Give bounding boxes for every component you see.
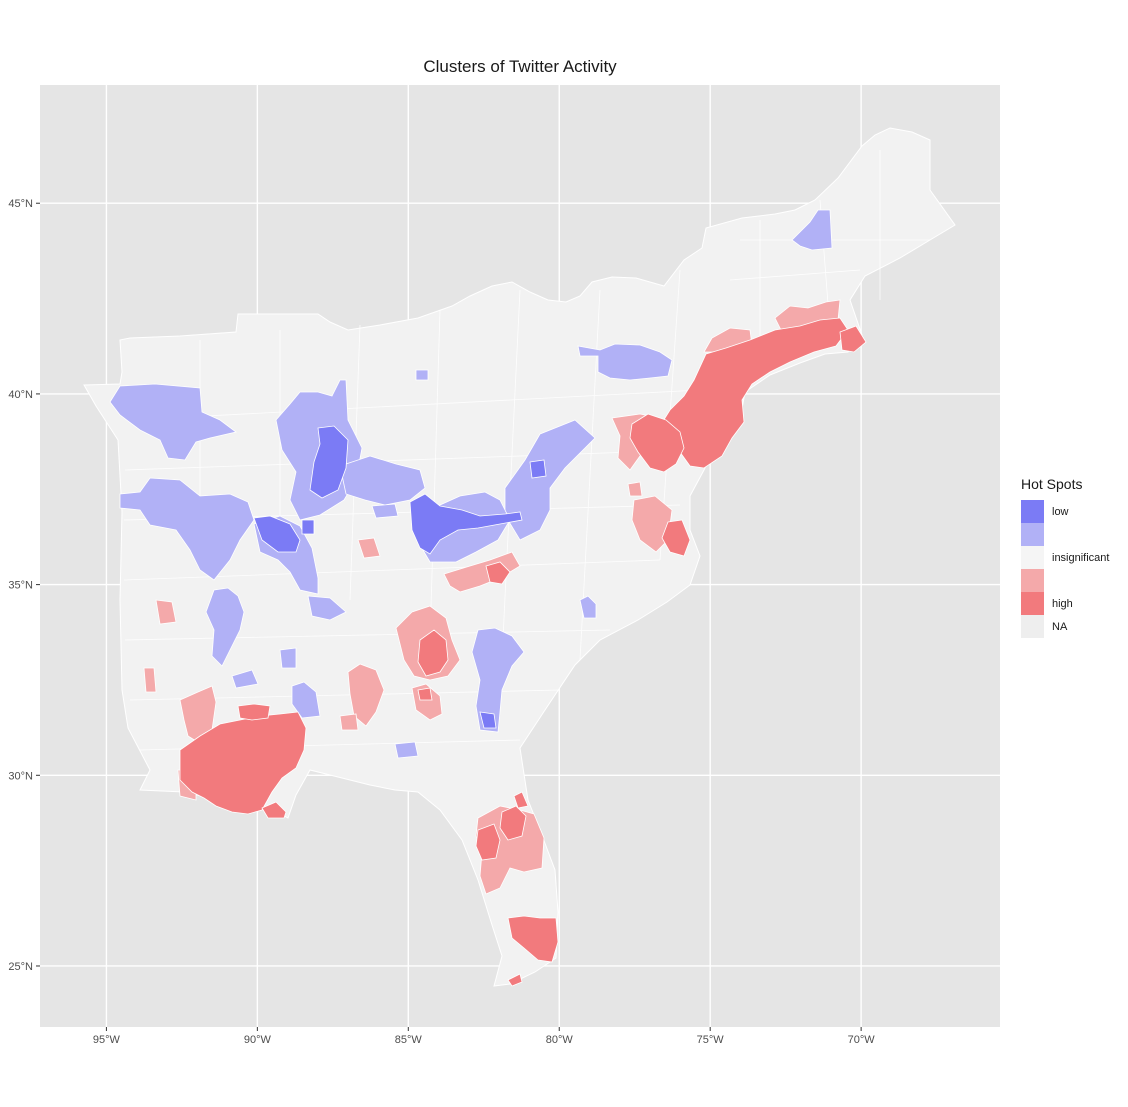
- cluster-tn-weak: [357, 537, 381, 559]
- cluster-florida-panhandle: [394, 741, 419, 759]
- y-tick-label: 45°N: [8, 198, 33, 210]
- cluster-fl-north: [513, 791, 529, 809]
- cluster-tn-west-strong: [253, 515, 301, 553]
- cluster-alabama-mid: [279, 647, 297, 669]
- legend-label: insignificant: [1052, 551, 1110, 564]
- cluster-misc-ky-east: [371, 503, 399, 519]
- legend-item: NA: [1021, 615, 1126, 638]
- x-tick-label: 70°W: [848, 1034, 876, 1046]
- cluster-md-weak: [627, 481, 643, 497]
- x-tick-label: 90°W: [244, 1034, 272, 1046]
- y-axis-tick-labels: 25°N 30°N 35°N 40°N 45°N: [8, 198, 33, 973]
- cluster-al-weak: [347, 663, 385, 727]
- cluster-kentucky-west: [339, 455, 426, 506]
- cluster-west-virginia: [504, 419, 596, 541]
- cluster-alabama-south: [291, 681, 321, 719]
- cluster-wv-strong: [529, 459, 547, 479]
- cluster-louisiana: [179, 711, 307, 815]
- cluster-mississippi-north: [205, 587, 245, 667]
- legend-item: high: [1021, 592, 1126, 615]
- cluster-ne-pennsylvania: [577, 343, 673, 381]
- legend-swatch: [1021, 523, 1044, 546]
- cluster-ga-strong: [479, 711, 497, 729]
- cluster-sc-north: [579, 595, 597, 619]
- cluster-ne-maine: [791, 209, 833, 251]
- high-clusters-strong: [179, 317, 867, 987]
- low-clusters-strong: [253, 425, 547, 729]
- cluster-ms-small-weak: [339, 713, 359, 731]
- cluster-dc-baltimore: [629, 413, 685, 473]
- x-tick-label: 75°W: [697, 1034, 725, 1046]
- legend: Hot Spots low insignificant high NA: [1021, 476, 1126, 638]
- legend-title: Hot Spots: [1021, 476, 1083, 492]
- cluster-misc-ohio: [415, 369, 429, 381]
- y-tick-label: 30°N: [8, 770, 33, 782]
- cluster-fl-tampa: [475, 823, 501, 861]
- legend-swatch: [1021, 569, 1044, 592]
- legend-swatch: [1021, 546, 1044, 569]
- cluster-missouri-north: [109, 383, 237, 461]
- y-tick-label: 35°N: [8, 580, 33, 592]
- cluster-missouri-south: [119, 477, 255, 581]
- legend-swatch: [1021, 615, 1044, 638]
- cluster-norfolk: [661, 519, 691, 557]
- legend-item: low: [1021, 500, 1126, 523]
- legend-swatch: [1021, 500, 1044, 523]
- cluster-ga-south-strong: [417, 687, 433, 701]
- cluster-boston-cape: [839, 325, 867, 353]
- plot-title: Clusters of Twitter Activity: [423, 57, 617, 76]
- cluster-ar-weak: [155, 599, 177, 625]
- x-tick-label: 80°W: [546, 1034, 574, 1046]
- cluster-alabama-north: [307, 595, 347, 621]
- cluster-il-strong: [301, 519, 315, 535]
- axis-ticks: [36, 202, 862, 1031]
- legend-label: low: [1052, 505, 1069, 518]
- legend-item: [1021, 523, 1126, 546]
- legend-rows: low insignificant high NA: [1021, 500, 1126, 638]
- cluster-fl-orlando: [499, 805, 527, 841]
- x-axis-tick-labels: 95°W 90°W 85°W 80°W 75°W 70°W: [93, 1034, 875, 1046]
- cluster-indiana-strong: [309, 425, 349, 499]
- cluster-georgia-east: [471, 627, 525, 733]
- cluster-tx-weak: [143, 667, 157, 693]
- legend-swatch: [1021, 592, 1044, 615]
- cluster-la-delta: [261, 801, 287, 819]
- y-tick-label: 40°N: [8, 389, 33, 401]
- x-tick-label: 95°W: [93, 1034, 121, 1046]
- y-tick-label: 25°N: [8, 961, 33, 973]
- cluster-ms-small: [231, 669, 259, 689]
- cluster-keys: [507, 973, 523, 987]
- legend-label: high: [1052, 597, 1073, 610]
- legend-label: NA: [1052, 620, 1068, 633]
- cluster-nc-strong: [485, 561, 511, 585]
- legend-item: insignificant: [1021, 546, 1126, 569]
- cluster-kentucky-strong: [409, 493, 523, 555]
- legend-item: [1021, 569, 1126, 592]
- cluster-miami: [507, 915, 559, 963]
- x-tick-label: 85°W: [395, 1034, 423, 1046]
- cluster-la-north: [237, 703, 271, 721]
- cluster-atlanta-strong: [417, 629, 449, 677]
